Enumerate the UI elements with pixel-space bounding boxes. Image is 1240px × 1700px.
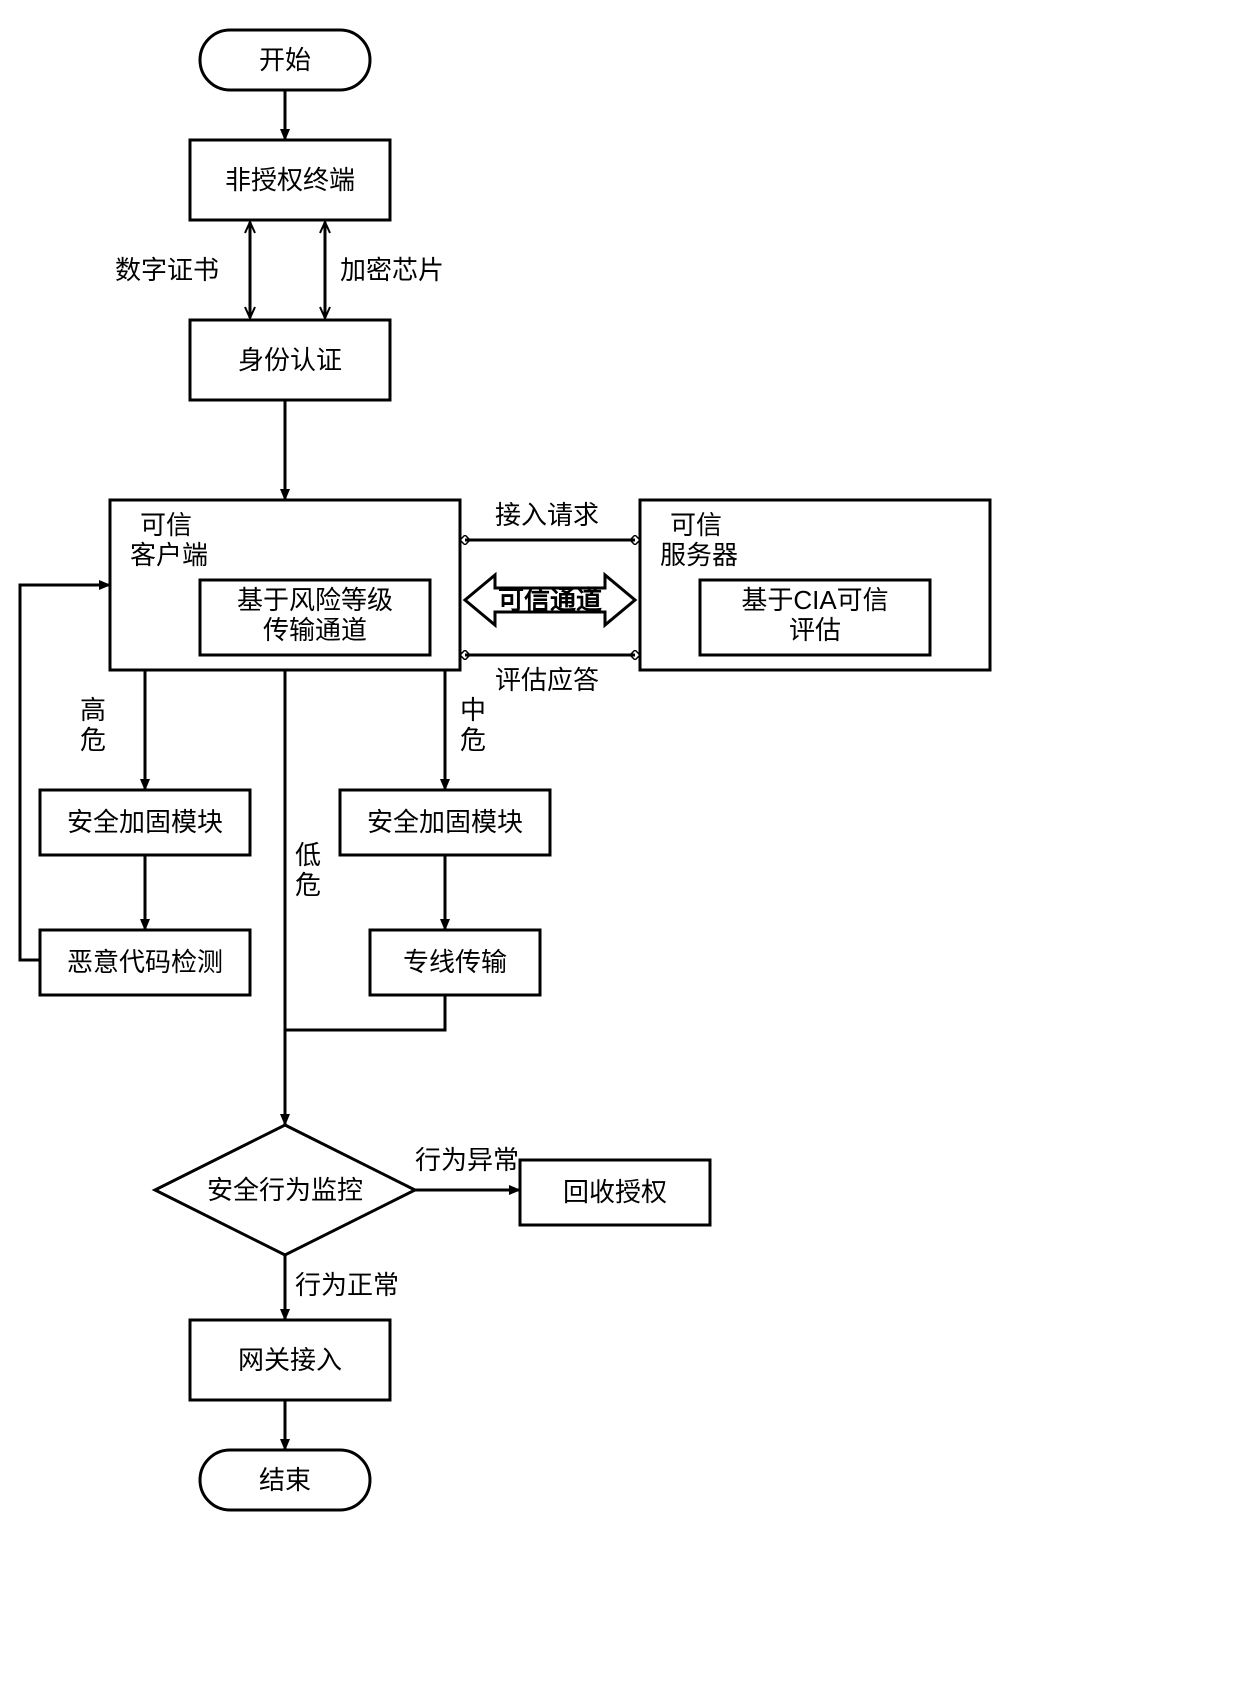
edge-trusted-channel-label: 可信通道 [498,585,602,615]
edge-mid-risk-label1: 中 [460,695,486,725]
node-client-label1: 可信 [140,510,192,540]
edge-high-risk-label2: 危 [80,725,106,755]
node-end-label: 结束 [259,1465,311,1495]
node-mal-code: 恶意代码检测 [40,930,250,995]
edge-cert-label: 数字证书 [115,255,219,285]
edge-monitor-gateway-label: 行为正常 [295,1270,399,1300]
edge-low-risk-label1: 低 [295,840,321,870]
edge-chip-label: 加密芯片 [340,255,444,285]
node-end: 结束 [200,1450,370,1510]
node-start-label: 开始 [259,45,311,75]
node-sec-mod-mid-label: 安全加固模块 [367,807,523,837]
edge-malcode-client-loop [20,585,110,960]
node-revoke: 回收授权 [520,1160,710,1225]
node-start: 开始 [200,30,370,90]
node-client-inner-label1: 基于风险等级 [237,585,393,615]
edge-eval-response-label: 评估应答 [495,665,599,695]
edge-mid-risk-label2: 危 [460,725,486,755]
node-dedicated: 专线传输 [370,930,540,995]
flowchart-canvas: 开始 非授权终端 数字证书 加密芯片 身份认证 可信 客户端 基于风险等级 传输… [0,0,1240,1700]
node-client-inner: 基于风险等级 传输通道 [200,580,430,655]
node-monitor: 安全行为监控 [155,1125,415,1255]
edge-high-risk-label1: 高 [80,695,106,725]
node-server-label2: 服务器 [660,540,738,570]
node-sec-mod-left-label: 安全加固模块 [67,807,223,837]
edge-trusted-channel: 可信通道 [465,575,635,625]
node-client-label2: 客户端 [130,540,208,570]
edge-dedicated-merge [285,995,445,1030]
node-sec-mod-mid: 安全加固模块 [340,790,550,855]
node-server-label1: 可信 [670,510,722,540]
node-server-inner-label2: 评估 [789,615,841,645]
node-gateway-label: 网关接入 [238,1345,342,1375]
node-auth-label: 身份认证 [238,345,342,375]
node-mal-code-label: 恶意代码检测 [67,947,223,977]
edge-access-request-label: 接入请求 [495,500,599,530]
node-revoke-label: 回收授权 [563,1177,667,1207]
node-auth: 身份认证 [190,320,390,400]
node-gateway: 网关接入 [190,1320,390,1400]
node-client-inner-label2: 传输通道 [263,615,367,645]
edge-low-risk-label2: 危 [295,870,321,900]
edge-monitor-revoke-label: 行为异常 [415,1145,519,1175]
node-monitor-label: 安全行为监控 [207,1175,363,1205]
node-server-inner-label1: 基于CIA可信 [741,585,888,615]
node-sec-mod-left: 安全加固模块 [40,790,250,855]
node-unauth-label: 非授权终端 [225,165,355,195]
node-unauth: 非授权终端 [190,140,390,220]
node-server-inner: 基于CIA可信 评估 [700,580,930,655]
node-dedicated-label: 专线传输 [403,947,507,977]
